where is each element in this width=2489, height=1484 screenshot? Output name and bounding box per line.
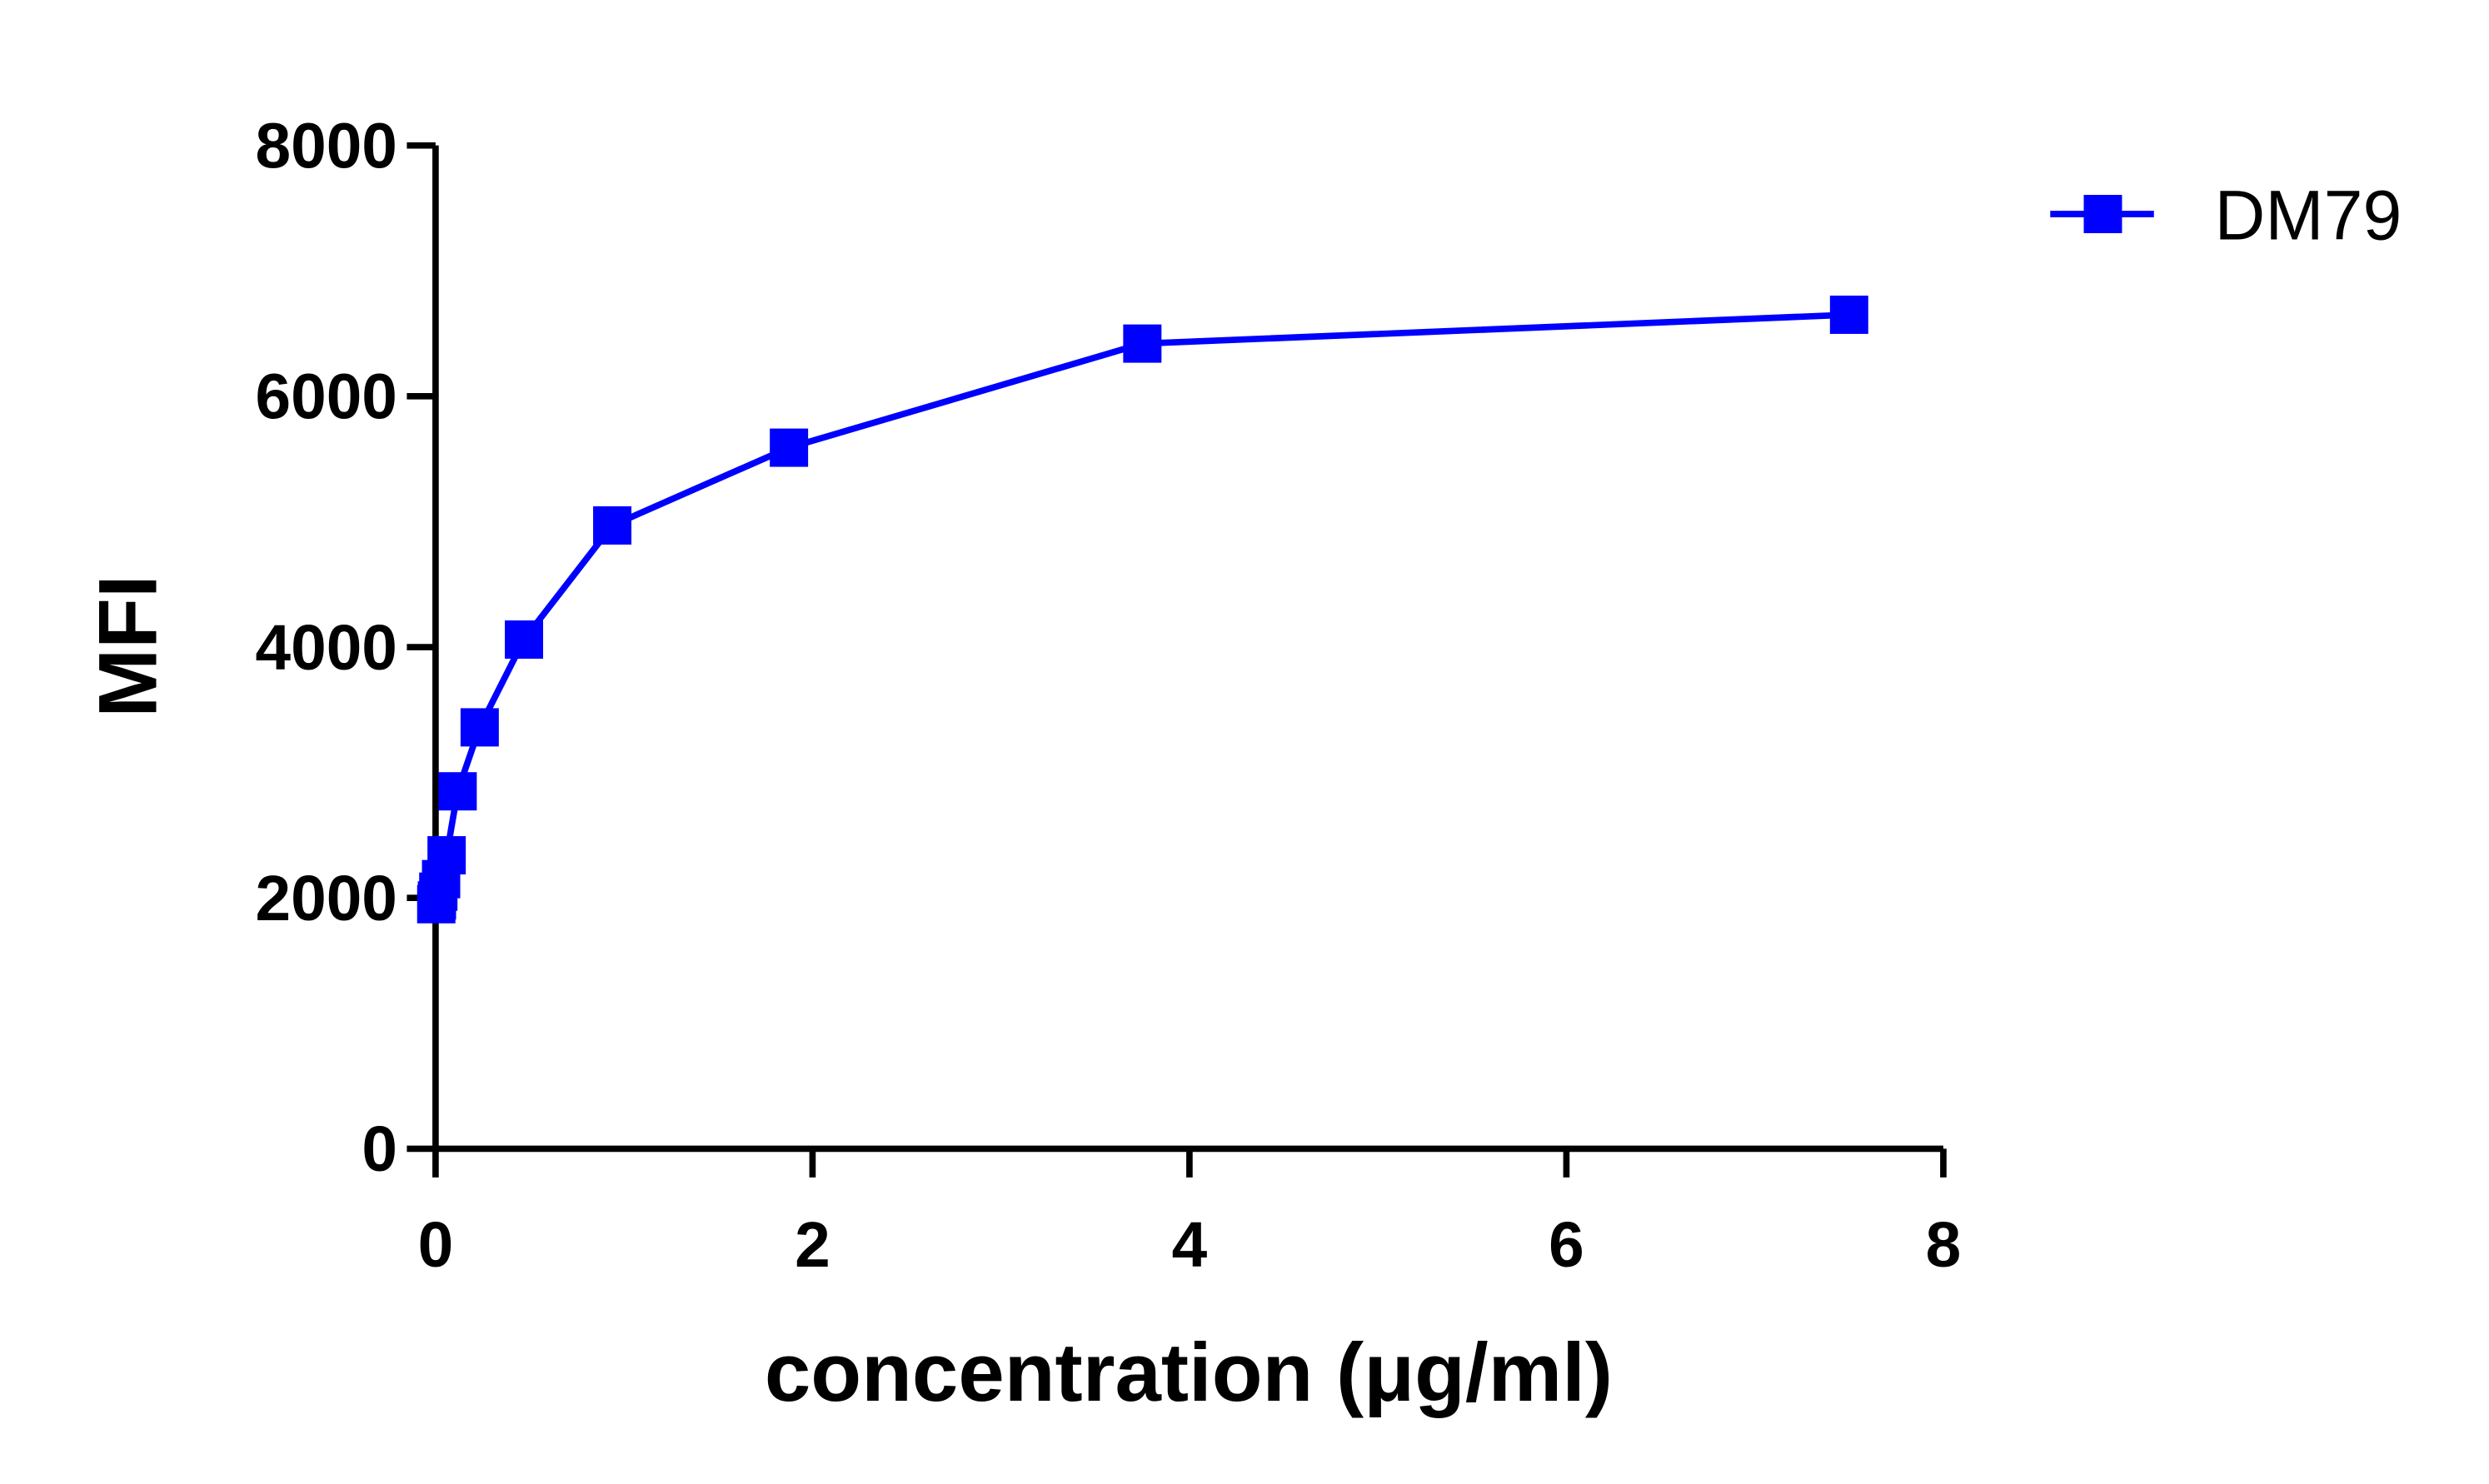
data-point xyxy=(416,884,456,924)
x-axis-label: concentration (μg/ml) xyxy=(765,1327,1613,1419)
x-tick-label: 8 xyxy=(1926,1210,1962,1281)
data-point xyxy=(505,620,543,659)
y-axis-label: MFI xyxy=(82,575,175,717)
y-tick-label: 2000 xyxy=(255,864,397,934)
data-point xyxy=(438,772,477,811)
data-point xyxy=(593,505,631,545)
legend-label: DM79 xyxy=(2215,177,2402,255)
legend: DM79 xyxy=(2050,177,2402,255)
tick-labels: 0 2000 4000 6000 8000 0 2 4 6 8 xyxy=(255,111,1961,1281)
x-tick-label: 4 xyxy=(1172,1210,1208,1281)
legend-marker xyxy=(2083,195,2122,233)
series-line xyxy=(432,311,1849,905)
data-point xyxy=(460,708,499,747)
x-tick-label: 6 xyxy=(1549,1210,1584,1281)
y-tick-label: 8000 xyxy=(255,111,397,182)
x-tick-label: 0 xyxy=(418,1210,454,1281)
y-tick-label: 0 xyxy=(362,1114,397,1185)
y-tick-label: 6000 xyxy=(255,362,397,433)
x-tick-label: 2 xyxy=(795,1210,830,1281)
y-tick-label: 4000 xyxy=(255,613,397,684)
plot-area xyxy=(416,295,1868,924)
data-point xyxy=(770,428,809,467)
axes xyxy=(407,142,1947,1178)
data-point xyxy=(1829,295,1868,334)
data-point xyxy=(1123,324,1162,363)
